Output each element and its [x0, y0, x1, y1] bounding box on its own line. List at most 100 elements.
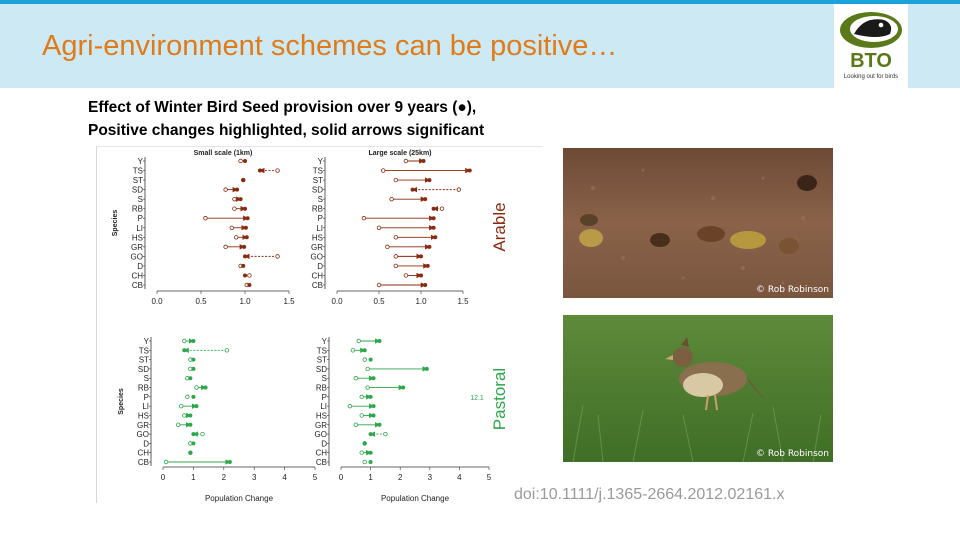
end-point	[238, 197, 243, 202]
start-point	[393, 235, 398, 240]
end-point	[423, 197, 428, 202]
species-tick-label: SD	[312, 186, 323, 195]
end-point	[424, 366, 429, 371]
end-point	[419, 254, 423, 259]
x-tick-label: 5	[313, 473, 318, 482]
species-tick-label: GO	[311, 252, 323, 261]
end-point	[191, 394, 196, 399]
end-point	[368, 450, 373, 455]
species-tick-label: GR	[311, 243, 323, 252]
start-point	[185, 394, 190, 400]
x-tick-label: 1.5	[283, 297, 295, 306]
end-point	[431, 216, 436, 221]
doi-reference[interactable]: doi:10.1111/j.1365-2664.2012.02161.x	[514, 486, 785, 503]
start-point	[223, 187, 228, 192]
x-tick-label: 1	[191, 473, 196, 482]
end-point	[421, 159, 426, 163]
start-point	[223, 244, 228, 250]
end-point	[371, 404, 376, 409]
end-point	[419, 273, 423, 278]
start-point	[353, 422, 358, 427]
end-point	[241, 178, 246, 183]
start-point	[179, 403, 184, 409]
bto-logo: BTO Looking out for birds	[834, 4, 908, 88]
end-point	[227, 460, 232, 464]
species-tick-label: RB	[132, 205, 143, 214]
species-tick-label: Y	[318, 157, 324, 166]
end-point	[423, 283, 428, 287]
species-tick-label: CB	[316, 458, 327, 467]
x-tick-label: 0	[339, 473, 344, 482]
x-tick-label: 1.5	[457, 297, 469, 306]
start-point	[275, 168, 280, 173]
species-tick-label: GR	[315, 421, 327, 430]
x-tick-label: 4	[457, 473, 462, 482]
end-point	[371, 376, 376, 381]
species-tick-label: P	[144, 393, 149, 402]
start-point	[403, 158, 409, 164]
start-point	[381, 168, 386, 173]
start-point	[194, 385, 199, 390]
start-point	[350, 348, 356, 353]
buntings-photo-image	[563, 148, 833, 298]
start-point	[383, 431, 388, 437]
species-tick-label: HS	[138, 411, 149, 420]
start-point	[229, 225, 234, 230]
end-point	[433, 235, 438, 240]
bird-head-icon	[840, 12, 902, 48]
end-point	[410, 187, 415, 192]
start-point	[203, 216, 208, 221]
species-tick-label: LI	[142, 402, 149, 411]
species-tick-label: RB	[312, 205, 323, 214]
start-point	[456, 187, 461, 192]
end-point	[431, 225, 436, 230]
logo-tagline: Looking out for birds	[843, 74, 899, 80]
photo-skylark-in-grass: © Rob Robinson	[563, 315, 833, 462]
species-tick-label: GO	[131, 252, 143, 261]
end-point	[243, 254, 247, 259]
end-point	[188, 422, 193, 427]
species-tick-label: ST	[313, 176, 323, 185]
caption-line-1: Effect of Winter Bird Seed provision ove…	[88, 99, 477, 116]
end-point	[191, 339, 196, 343]
start-point	[359, 394, 364, 400]
end-point	[242, 244, 247, 249]
species-tick-label: ST	[133, 176, 143, 185]
end-point	[425, 263, 430, 268]
start-point	[362, 459, 367, 465]
y-axis-label: Species	[112, 210, 119, 237]
species-tick-label: LI	[316, 224, 323, 233]
species-tick-label: S	[144, 374, 149, 383]
species-tick-label: SD	[316, 365, 327, 374]
x-tick-label: 0.0	[151, 297, 163, 306]
end-point	[371, 413, 376, 418]
end-point	[188, 413, 193, 418]
start-point	[200, 431, 205, 437]
end-point	[244, 235, 249, 240]
start-point	[439, 206, 445, 211]
species-tick-label: ST	[139, 356, 149, 365]
species-tick-label: CH	[131, 271, 143, 280]
x-tick-label: 0.0	[331, 297, 343, 306]
start-point	[224, 348, 230, 353]
end-point	[188, 450, 193, 455]
x-tick-label: 4	[282, 473, 287, 482]
start-point	[403, 273, 409, 278]
species-tick-label: CH	[315, 449, 327, 458]
species-tick-label: Y	[322, 337, 328, 346]
species-tick-label: RB	[316, 384, 327, 393]
logo-text: BTO	[850, 50, 892, 72]
x-tick-label: 0.5	[373, 297, 385, 306]
species-tick-label: CB	[132, 281, 143, 290]
end-point	[191, 366, 196, 371]
end-point	[245, 216, 250, 221]
end-point	[257, 168, 262, 173]
figure-panel: Small scale (1km) Y TS ST SD S RB P LI HS GR GO D CH C…	[96, 146, 543, 503]
species-tick-label: S	[322, 374, 327, 383]
start-point	[359, 450, 364, 455]
end-point	[243, 273, 247, 278]
start-point	[389, 196, 394, 202]
species-tick-label: TS	[317, 346, 327, 355]
x-tick-label: 1.0	[415, 297, 427, 306]
x-tick-label: 2	[222, 473, 227, 482]
